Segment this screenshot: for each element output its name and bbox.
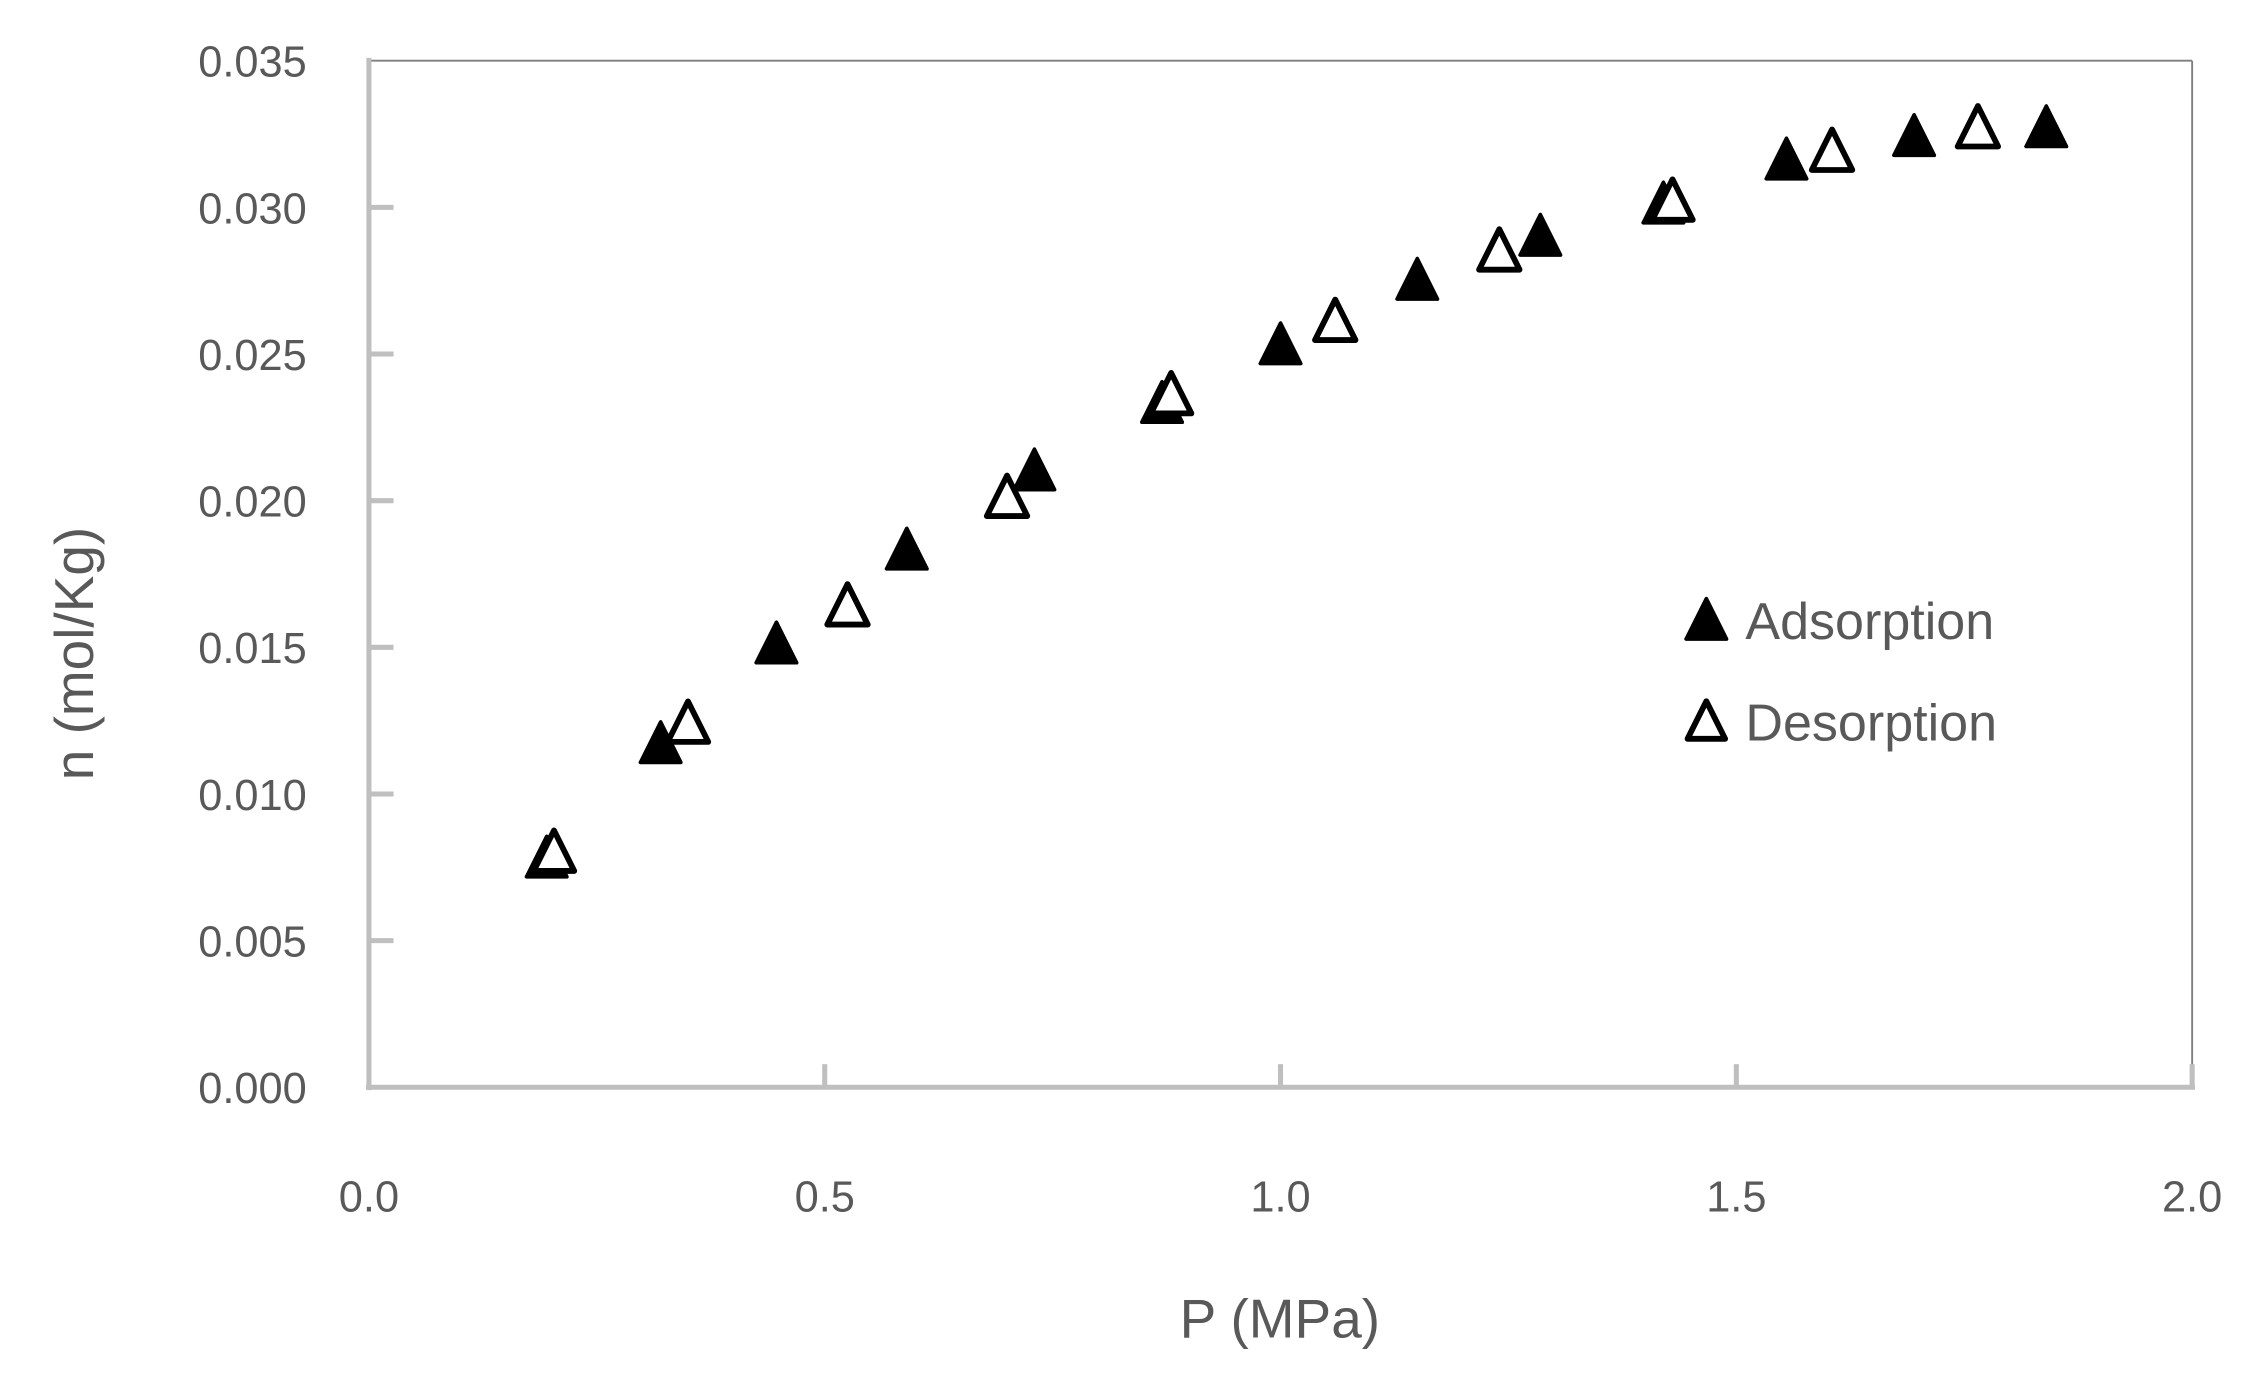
open-triangle-marker bbox=[1312, 296, 1359, 343]
y-tick-label: 0.000 bbox=[198, 1065, 307, 1113]
y-tick-label: 0.005 bbox=[198, 919, 307, 967]
y-tick-label: 0.030 bbox=[198, 185, 307, 233]
filled-triangle-marker bbox=[754, 620, 799, 665]
open-triangle-marker bbox=[530, 827, 578, 874]
open-triangle-marker bbox=[1148, 370, 1195, 417]
filled-triangle-icon bbox=[1684, 596, 1729, 641]
y-tick-label: 0.035 bbox=[198, 39, 307, 87]
series-adsorption bbox=[524, 104, 2069, 879]
open-triangle-marker bbox=[1476, 226, 1523, 273]
open-triangle-marker bbox=[664, 698, 712, 745]
legend: Adsorption Desorption bbox=[1684, 593, 1997, 752]
open-triangle-icon bbox=[1684, 698, 1729, 742]
legend-item-adsorption: Adsorption bbox=[1684, 593, 1994, 651]
filled-triangle-marker bbox=[1892, 113, 1937, 158]
open-triangle-marker bbox=[983, 472, 1031, 519]
open-triangle-marker bbox=[1649, 176, 1696, 223]
legend-label-desorption: Desorption bbox=[1745, 694, 1997, 752]
filled-triangle-marker bbox=[1764, 136, 1809, 181]
x-tick-label: 0.0 bbox=[339, 1174, 399, 1222]
filled-triangle-marker bbox=[1518, 212, 1563, 257]
y-tick-label: 0.025 bbox=[198, 332, 307, 380]
y-axis: 0.000 0.005 0.010 0.015 0.020 0.025 0.030 0.035 bbox=[198, 39, 394, 1113]
open-triangle-marker bbox=[824, 581, 871, 628]
y-tick-label: 0.010 bbox=[198, 772, 307, 820]
legend-label-adsorption: Adsorption bbox=[1745, 593, 1994, 651]
series-desorption bbox=[530, 103, 2002, 874]
filled-triangle-marker bbox=[1395, 256, 1440, 301]
y-tick-label: 0.020 bbox=[198, 479, 307, 527]
x-tick-label: 0.5 bbox=[795, 1174, 855, 1222]
x-axis-ticks: 0.0 0.5 1.0 1.5 2.0 bbox=[339, 1064, 2222, 1222]
filled-triangle-marker bbox=[2024, 104, 2069, 149]
x-axis: 0.0 0.5 1.0 1.5 2.0 bbox=[339, 1064, 2222, 1222]
legend-item-desorption: Desorption bbox=[1684, 694, 1997, 752]
plot-frame bbox=[368, 59, 2194, 1088]
x-tick-label: 1.0 bbox=[1250, 1174, 1310, 1222]
y-axis-ticks: 0.000 0.005 0.010 0.015 0.020 0.025 0.030 0.035 bbox=[198, 39, 394, 1113]
filled-triangle-marker bbox=[1012, 447, 1057, 492]
x-tick-label: 2.0 bbox=[2162, 1174, 2222, 1222]
filled-triangle-marker bbox=[884, 526, 929, 571]
y-axis-title: n (mol/Kg) bbox=[43, 527, 105, 780]
filled-triangle-marker bbox=[1258, 321, 1303, 366]
x-tick-label: 1.5 bbox=[1706, 1174, 1766, 1222]
open-triangle-marker bbox=[1954, 103, 2002, 150]
data-series-layer bbox=[524, 103, 2069, 879]
x-axis-title: P (MPa) bbox=[1180, 1287, 1380, 1349]
y-tick-label: 0.015 bbox=[198, 625, 307, 673]
open-triangle-marker bbox=[1808, 126, 1856, 173]
